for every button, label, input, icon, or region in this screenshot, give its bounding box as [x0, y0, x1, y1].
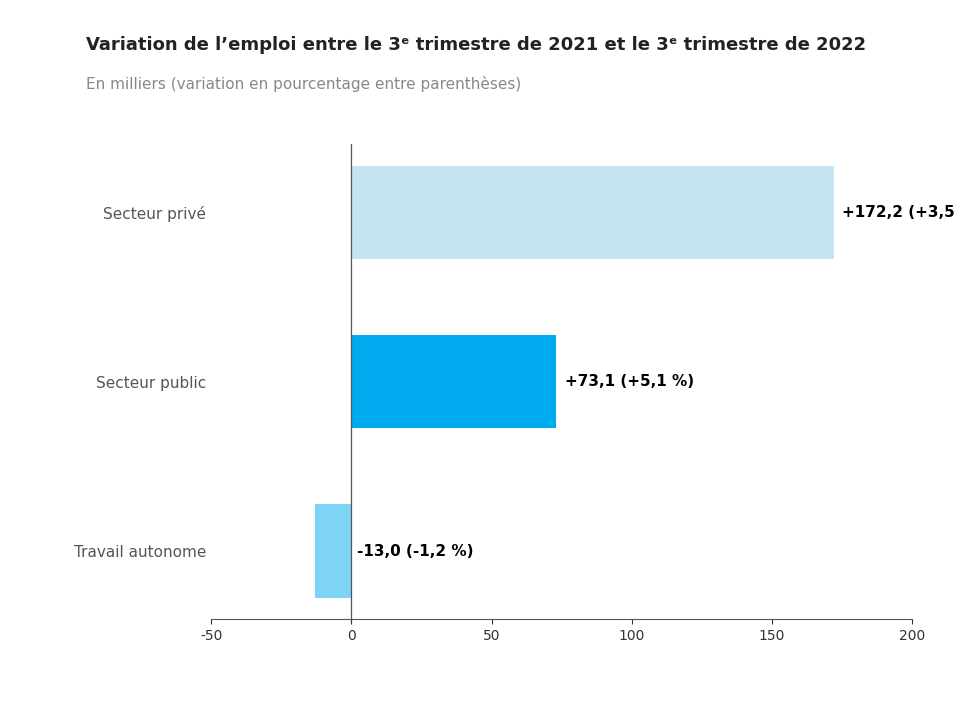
Text: +172,2 (+3,5 %): +172,2 (+3,5 %) — [843, 204, 960, 220]
Text: -13,0 (-1,2 %): -13,0 (-1,2 %) — [357, 544, 473, 559]
Text: +73,1 (+5,1 %): +73,1 (+5,1 %) — [564, 374, 694, 389]
Bar — [315, 505, 351, 598]
Text: En milliers (variation en pourcentage entre parenthèses): En milliers (variation en pourcentage en… — [86, 76, 521, 91]
Bar — [351, 335, 556, 428]
Bar — [351, 166, 834, 258]
Text: Variation de l’emploi entre le 3ᵉ trimestre de 2021 et le 3ᵉ trimestre de 2022: Variation de l’emploi entre le 3ᵉ trimes… — [86, 36, 867, 54]
